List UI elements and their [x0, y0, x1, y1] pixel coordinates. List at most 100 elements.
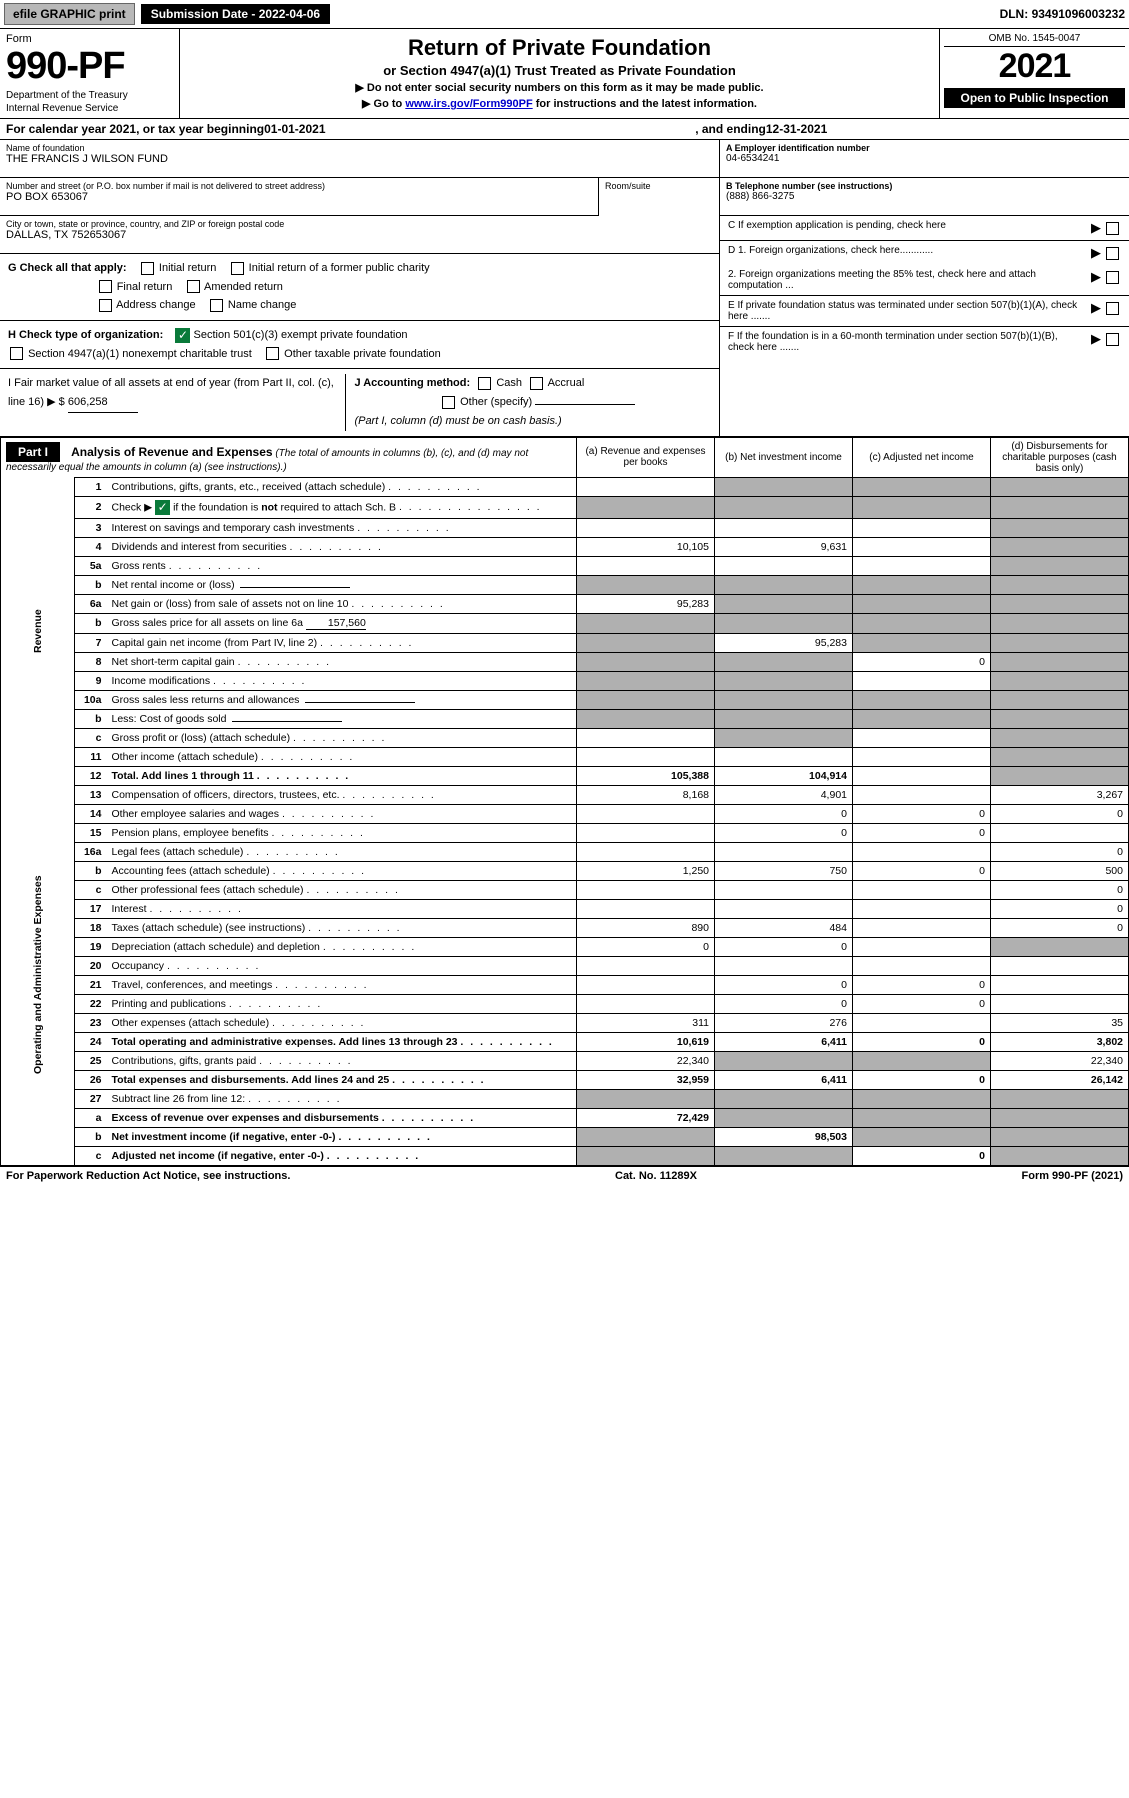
cell-c	[853, 518, 991, 537]
cell-a: 8,168	[577, 785, 715, 804]
cell-b: 0	[715, 804, 853, 823]
cell-d: 3,267	[991, 785, 1129, 804]
cell-a: 22,340	[577, 1051, 715, 1070]
f-check-row: F If the foundation is in a 60-month ter…	[720, 326, 1129, 357]
table-row: 27Subtract line 26 from line 12:	[1, 1089, 1129, 1108]
page-footer: For Paperwork Reduction Act Notice, see …	[0, 1166, 1129, 1185]
table-row: 16aLegal fees (attach schedule) 0	[1, 842, 1129, 861]
cell-a	[577, 728, 715, 747]
table-row: 3Interest on savings and temporary cash …	[1, 518, 1129, 537]
row-desc: Interest	[107, 899, 577, 918]
g-item-4: Address change	[116, 299, 196, 311]
cell-c	[853, 613, 991, 633]
checkbox-d2[interactable]	[1106, 271, 1119, 284]
cell-b	[715, 728, 853, 747]
checkbox-c[interactable]	[1106, 222, 1119, 235]
efile-print-button[interactable]: efile GRAPHIC print	[4, 3, 135, 25]
checkbox-cash[interactable]	[478, 377, 491, 390]
table-row: cAdjusted net income (if negative, enter…	[1, 1146, 1129, 1165]
section-label-revenue: Revenue	[1, 477, 75, 785]
cell-c	[853, 496, 991, 518]
row-desc: Compensation of officers, directors, tru…	[107, 785, 577, 804]
row-number: 7	[75, 633, 107, 652]
checkbox-initial-former[interactable]	[231, 262, 244, 275]
header-center: Return of Private Foundation or Section …	[180, 29, 939, 118]
cell-a: 32,959	[577, 1070, 715, 1089]
checkbox-4947[interactable]	[10, 347, 23, 360]
submission-label: Submission Date -	[151, 7, 259, 21]
i-value: 606,258	[68, 393, 138, 413]
cell-b	[715, 1146, 853, 1165]
h-item-1: Section 501(c)(3) exempt private foundat…	[194, 329, 408, 341]
cell-d	[991, 633, 1129, 652]
checkbox-sch-b[interactable]: ✓	[155, 500, 170, 515]
cell-c	[853, 537, 991, 556]
checkbox-f[interactable]	[1106, 333, 1119, 346]
dept-irs: Internal Revenue Service	[6, 103, 173, 114]
table-row: 17Interest 0	[1, 899, 1129, 918]
checkbox-accrual[interactable]	[530, 377, 543, 390]
part1-title: Analysis of Revenue and Expenses	[71, 445, 272, 459]
footer-mid: Cat. No. 11289X	[615, 1170, 697, 1182]
table-row: 7Capital gain net income (from Part IV, …	[1, 633, 1129, 652]
irs-link[interactable]: www.irs.gov/Form990PF	[405, 98, 532, 110]
table-row: 18Taxes (attach schedule) (see instructi…	[1, 918, 1129, 937]
row-desc: Capital gain net income (from Part IV, l…	[107, 633, 577, 652]
cell-b: 95,283	[715, 633, 853, 652]
cell-c	[853, 1089, 991, 1108]
checkbox-initial-return[interactable]	[141, 262, 154, 275]
checkbox-other-taxable[interactable]	[266, 347, 279, 360]
checkbox-e[interactable]	[1106, 302, 1119, 315]
checkbox-final-return[interactable]	[99, 280, 112, 293]
row-desc: Gross sales less returns and allowances	[107, 690, 577, 709]
cell-b: 9,631	[715, 537, 853, 556]
table-row: 6aNet gain or (loss) from sale of assets…	[1, 594, 1129, 613]
row-desc: Net rental income or (loss)	[107, 575, 577, 594]
foundation-name: THE FRANCIS J WILSON FUND	[6, 153, 713, 165]
addr-label: Number and street (or P.O. box number if…	[6, 181, 592, 191]
d2-label: 2. Foreign organizations meeting the 85%…	[728, 269, 1085, 291]
form-title: Return of Private Foundation	[190, 35, 929, 61]
cell-d	[991, 728, 1129, 747]
arrow-icon: ▶	[1091, 300, 1101, 316]
arrow-icon: ▶	[1091, 220, 1101, 236]
table-row: bGross sales price for all assets on lin…	[1, 613, 1129, 633]
cell-a: 0	[577, 937, 715, 956]
row-number: b	[75, 861, 107, 880]
f-label: F If the foundation is in a 60-month ter…	[728, 331, 1085, 353]
address: PO BOX 653067	[6, 191, 592, 203]
cal-mid: , and ending	[695, 122, 766, 136]
part1-label: Part I	[6, 442, 60, 462]
cell-b	[715, 594, 853, 613]
cell-d: 22,340	[991, 1051, 1129, 1070]
checkbox-501c3-checked[interactable]: ✓	[175, 328, 190, 343]
cell-b: 0	[715, 937, 853, 956]
row-desc: Depreciation (attach schedule) and deple…	[107, 937, 577, 956]
table-row: 4Dividends and interest from securities …	[1, 537, 1129, 556]
table-row: bAccounting fees (attach schedule) 1,250…	[1, 861, 1129, 880]
row-desc: Other income (attach schedule)	[107, 747, 577, 766]
cell-c	[853, 918, 991, 937]
row-number: 22	[75, 994, 107, 1013]
h-item-3: Other taxable private foundation	[284, 348, 441, 360]
row-number: c	[75, 1146, 107, 1165]
cell-b: 484	[715, 918, 853, 937]
cell-a	[577, 709, 715, 728]
cell-b	[715, 575, 853, 594]
d1-label: D 1. Foreign organizations, check here..…	[728, 245, 933, 256]
cell-b	[715, 1089, 853, 1108]
row-desc: Gross profit or (loss) (attach schedule)	[107, 728, 577, 747]
table-row: 19Depreciation (attach schedule) and dep…	[1, 937, 1129, 956]
checkbox-amended-return[interactable]	[187, 280, 200, 293]
cell-d: 3,802	[991, 1032, 1129, 1051]
checkbox-d1[interactable]	[1106, 247, 1119, 260]
checkbox-address-change[interactable]	[99, 299, 112, 312]
row-number: b	[75, 709, 107, 728]
j-note: (Part I, column (d) must be on cash basi…	[354, 415, 561, 427]
cell-c	[853, 766, 991, 785]
cell-a	[577, 899, 715, 918]
checkbox-name-change[interactable]	[210, 299, 223, 312]
checkbox-other-method[interactable]	[442, 396, 455, 409]
instruction-2: ▶ Go to www.irs.gov/Form990PF for instru…	[190, 97, 929, 110]
city: DALLAS, TX 752653067	[6, 229, 713, 241]
